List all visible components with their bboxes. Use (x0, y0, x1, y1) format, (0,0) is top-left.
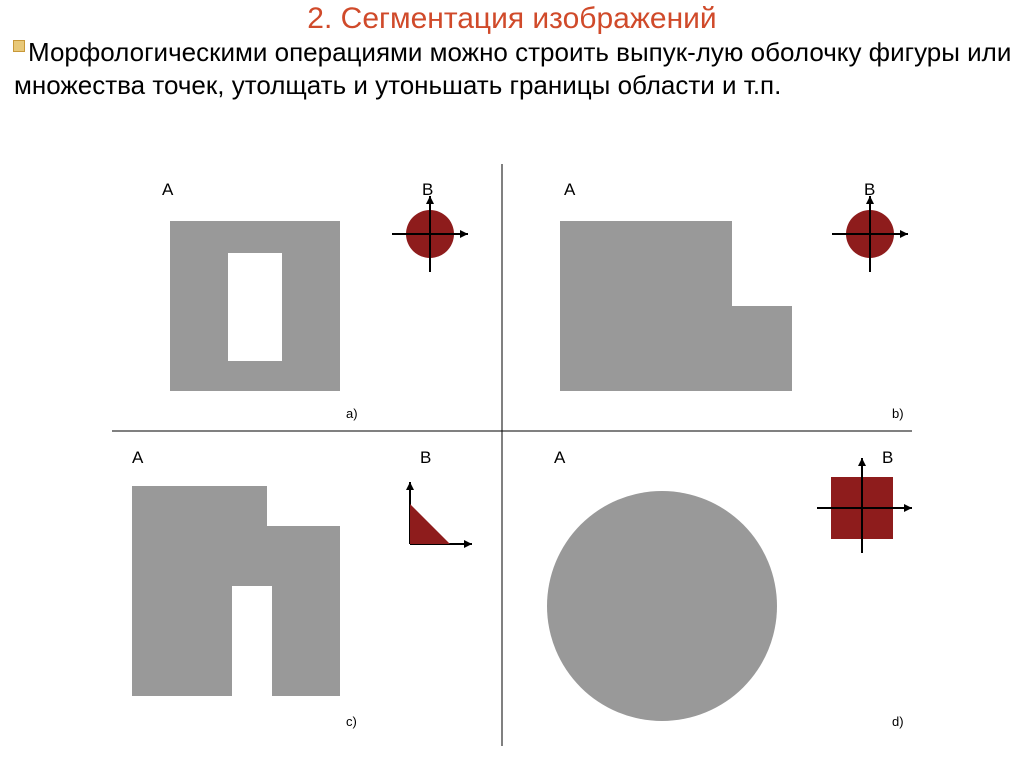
paragraph-text: Морфологическими операциями можно строит… (0, 36, 1024, 101)
panel-c-sub: c) (346, 714, 357, 729)
panel-b-labelB: B (864, 180, 875, 200)
panel-a-sub: a) (346, 406, 358, 421)
panel-d-labelA: A (554, 448, 565, 468)
panel-d-shapeB (817, 458, 912, 553)
panel-c-shapeB (406, 482, 472, 548)
panel-c-shapeA (132, 486, 340, 696)
bullet-icon (13, 40, 25, 52)
panel-c-labelB: B (420, 448, 431, 468)
panel-b-sub: b) (892, 406, 904, 421)
panel-b-shapeA (560, 221, 792, 391)
panel-b-labelA: A (564, 180, 575, 200)
panel-c (132, 482, 472, 696)
panel-d-labelB: B (882, 448, 893, 468)
panel-c-labelA: A (132, 448, 143, 468)
panel-a-labelB: B (422, 180, 433, 200)
panel-d-sub: d) (892, 714, 904, 729)
panel-a-shapeB (392, 196, 468, 272)
panel-a-labelA: A (162, 180, 173, 200)
diagram-svg (92, 156, 932, 756)
panel-b-shapeB (832, 196, 908, 272)
panel-d-shapeA (547, 491, 777, 721)
page-title: 2. Сегментация изображений (0, 0, 1024, 36)
panel-b (560, 196, 908, 391)
panel-a-shapeA (170, 221, 340, 391)
panel-a (170, 196, 468, 391)
panel-d (547, 458, 912, 721)
diagram-grid: A B a) A B b) A B c) A B d) (92, 156, 932, 756)
